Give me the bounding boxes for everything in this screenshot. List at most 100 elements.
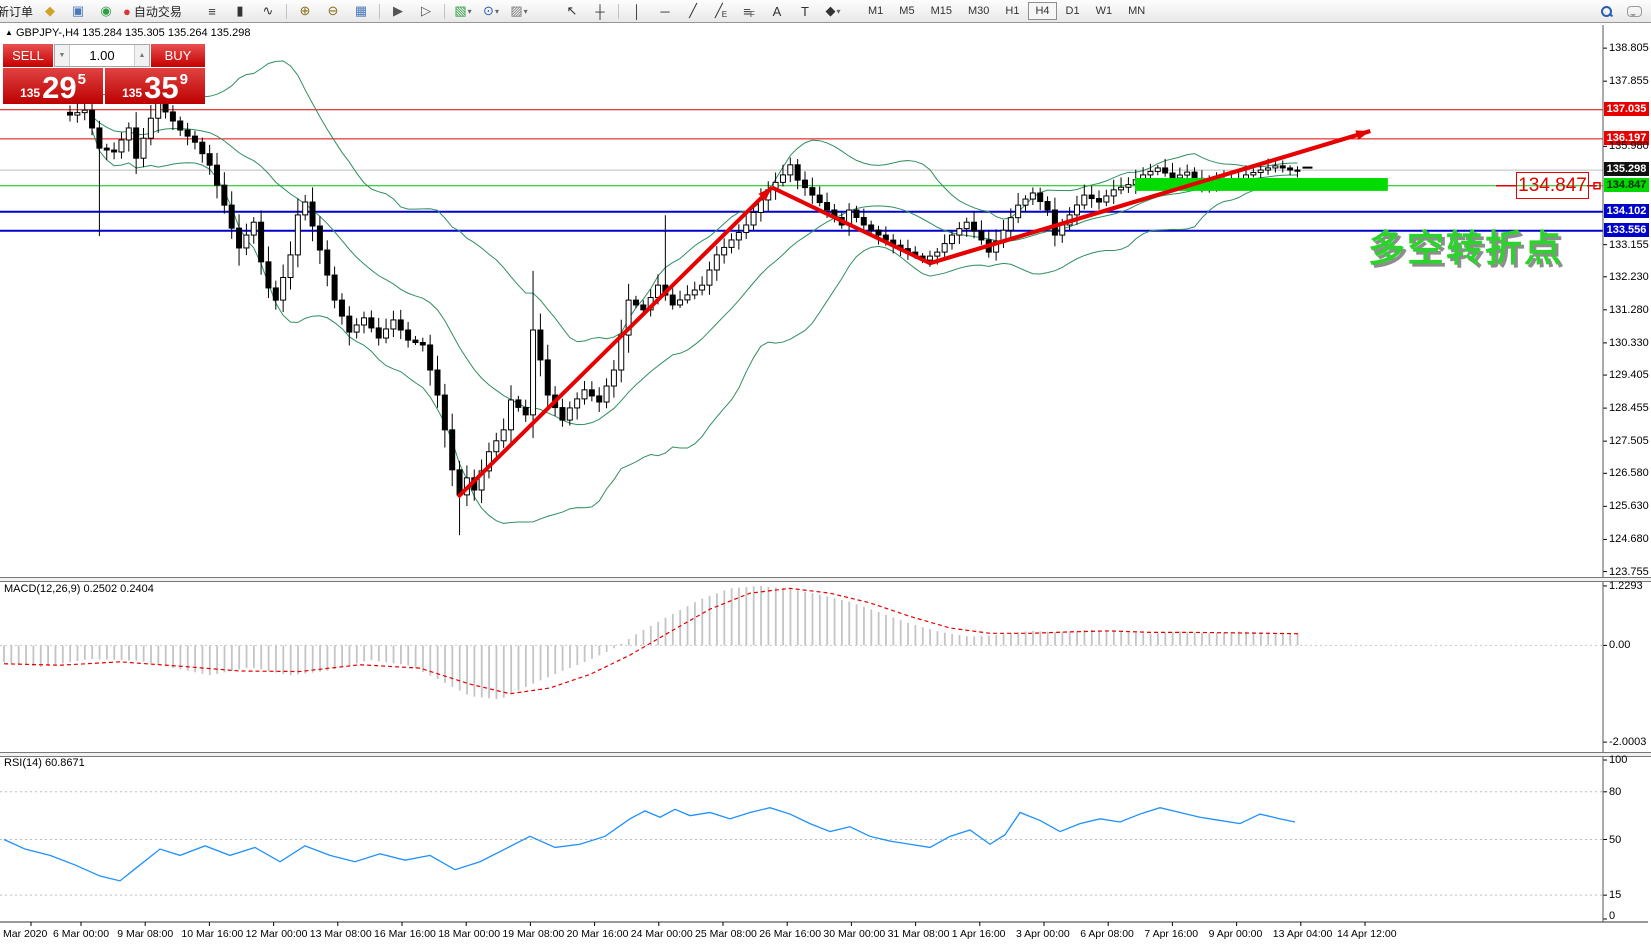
text-icon[interactable]: A	[772, 3, 782, 19]
sell-price-prefix: 135	[20, 86, 41, 100]
tile-windows-icon[interactable]: ▦	[354, 3, 368, 18]
date-axis-label: 9 Apr 00:00	[1208, 928, 1263, 940]
new-chart-icon[interactable]: ▧ ▾	[454, 3, 472, 18]
terminal-icon[interactable]: ▣	[71, 3, 85, 18]
volume-up-button[interactable]: ▲	[134, 45, 149, 66]
toolbar-separator	[444, 3, 445, 19]
rsi-axis-tick: 15	[1609, 889, 1622, 902]
toolbar-group-charts: ≡ ▮ ∿ ⊕ ⊖ ▦ ▶ ▷ ▧ ▾ ⊙ ▾ ▨ ▾	[198, 0, 533, 22]
chart-shift-icon[interactable]: ▷	[421, 3, 431, 18]
date-axis-label: 7 Apr 16:00	[1144, 928, 1199, 940]
price-axis-tick: 124.680	[1609, 533, 1649, 546]
price-axis-tick: 129.405	[1609, 369, 1649, 382]
shapes-icon[interactable]: ◆ ▾	[825, 3, 841, 18]
price-axis-tick: 137.855	[1609, 75, 1649, 88]
horizontal-line-icon[interactable]: ─	[660, 3, 670, 19]
sell-price-main: 29	[42, 70, 77, 105]
signals-icon[interactable]: ◉	[100, 3, 112, 18]
line-chart-icon[interactable]: ∿	[262, 3, 274, 18]
date-axis-label: 20 Mar 16:00	[566, 928, 629, 940]
zoom-out-icon[interactable]: ⊖	[327, 3, 339, 18]
volume-down-button[interactable]: ▼	[55, 45, 70, 66]
sell-price-sup: 5	[77, 71, 86, 88]
order-cube-icon[interactable]: ◆	[45, 3, 56, 18]
pane-separator-rsi[interactable]	[0, 752, 1651, 757]
macd-axis-tick: -2.0003	[1609, 736, 1647, 749]
volume-box: ▼ ▲	[54, 44, 150, 67]
timeframe-button-h1[interactable]: H1	[998, 2, 1026, 20]
price-level-chip[interactable]: 135.298	[1604, 162, 1649, 177]
period-icon[interactable]: ⊙ ▾	[483, 3, 499, 18]
date-axis-label: 31 Mar 08:00	[887, 928, 950, 940]
date-axis-label: 25 Mar 08:00	[695, 928, 757, 940]
crosshair-icon[interactable]: ┼	[595, 3, 605, 19]
price-axis[interactable]: 137.035 136.197 135.298 134.847 134.102 133.5…	[1604, 25, 1650, 922]
auto-scroll-icon[interactable]: ▶	[393, 3, 403, 18]
macd-layer	[0, 586, 1603, 700]
date-axis-label: 10 Mar 16:00	[181, 928, 244, 940]
volume-input[interactable]	[70, 45, 134, 66]
annotations-layer	[456, 129, 1601, 499]
date-axis-label: 9 Mar 08:00	[117, 928, 174, 940]
symbol-info: ▲ GBPJPY-,H4 135.284 135.305 135.264 135…	[5, 27, 250, 39]
date-axis[interactable]: Mar 2020 6 Mar 00:00 9 Mar 08:00 10 Mar 16:…	[0, 925, 1651, 945]
trade-panel-top-row: SELL ▼ ▲ BUY	[3, 44, 205, 67]
timeframe-button-mn[interactable]: MN	[1121, 2, 1152, 20]
template-icon[interactable]: ▨ ▾	[510, 3, 528, 18]
price-level-chip[interactable]: 133.556	[1604, 222, 1649, 237]
candlestick-chart-icon[interactable]: ▮	[236, 3, 244, 18]
toolbar-group-drawing: ↖ ┼ │ ─ ╱ ╱ E ≡ F A T ◆ ▾	[558, 0, 847, 22]
vertical-line-icon[interactable]: │	[632, 3, 642, 19]
sell-price-display[interactable]: 135 29 5	[3, 68, 103, 104]
buy-price-main: 35	[144, 70, 179, 105]
toolbar-separator	[379, 3, 380, 19]
cursor-icon[interactable]: ↖	[566, 3, 578, 18]
timeframe-button-d1[interactable]: D1	[1059, 2, 1087, 20]
timeframe-button-m5[interactable]: M5	[892, 2, 921, 20]
trendline-icon[interactable]: ╱	[689, 3, 697, 18]
bollinger-bands-layer	[91, 60, 1298, 524]
bar-chart-icon[interactable]: ≡	[208, 3, 216, 19]
zoom-in-icon[interactable]: ⊕	[299, 3, 311, 18]
timeframe-button-m1[interactable]: M1	[861, 2, 890, 20]
date-axis-label: Mar 2020	[3, 928, 48, 940]
toolbar-group-right	[1592, 0, 1648, 22]
date-axis-label: 24 Mar 00:00	[630, 928, 693, 940]
timeframe-button-m15[interactable]: M15	[924, 2, 959, 20]
rsi-indicator-label: RSI(14) 60.8671	[4, 757, 85, 769]
sell-button[interactable]: SELL	[3, 44, 53, 67]
timeframe-button-w1[interactable]: W1	[1089, 2, 1120, 20]
symbol-ohlc-text: GBPJPY-,H4 135.284 135.305 135.264 135.2…	[15, 27, 251, 39]
buy-button[interactable]: BUY	[151, 44, 205, 67]
date-axis-label: 30 Mar 00:00	[823, 928, 886, 940]
date-axis-label: 13 Mar 08:00	[309, 928, 372, 940]
channel-icon[interactable]: ╱ E	[714, 3, 728, 19]
pane-separator-macd[interactable]	[0, 577, 1651, 582]
date-axis-label: 13 Apr 04:00	[1272, 928, 1333, 940]
date-axis-label: 6 Mar 00:00	[53, 928, 110, 940]
timeframe-button-h4[interactable]: H4	[1028, 2, 1057, 20]
timeframe-button-m30[interactable]: M30	[961, 2, 996, 20]
pivot-annotation-text[interactable]: 多空转折点	[1368, 228, 1563, 269]
price-level-chip[interactable]: 136.197	[1604, 130, 1649, 145]
chat-icon[interactable]	[1620, 2, 1648, 20]
price-axis-tick: 135.980	[1609, 140, 1649, 153]
candles-layer	[67, 84, 1313, 536]
rsi-axis-tick: 80	[1609, 785, 1622, 798]
toolbar-separator	[618, 3, 619, 19]
fibonacci-icon[interactable]: ≡ F	[743, 3, 755, 19]
price-level-chip[interactable]: 137.035	[1604, 101, 1649, 116]
axes-layer	[0, 25, 1648, 926]
price-level-chip[interactable]: 134.847	[1604, 177, 1649, 192]
toolbar: 新订单 ◆ ▣ ◉ ● 自动交易 ≡ ▮ ∿ ⊕ ⊖ ▦ ▶ ▷ ▧ ▾ ⊙ ▾ ▨ ▾ ↖ ┼ │ ─ ╱ ╱ E ≡ F A T ◆ ▾…	[0, 0, 1651, 23]
search-icon[interactable]	[1592, 2, 1620, 20]
price-level-chip[interactable]: 134.102	[1604, 203, 1649, 218]
price-axis-tick: 125.630	[1609, 500, 1649, 513]
new-order-button[interactable]: 新订单	[0, 4, 34, 19]
price-axis-tick: 133.155	[1609, 238, 1649, 251]
price-callout-box[interactable]: 134.847	[1516, 172, 1589, 199]
buy-price-display[interactable]: 135 35 9	[105, 68, 205, 104]
text-label-icon[interactable]: T	[801, 3, 809, 19]
autotrading-button[interactable]: ● 自动交易	[123, 3, 182, 19]
